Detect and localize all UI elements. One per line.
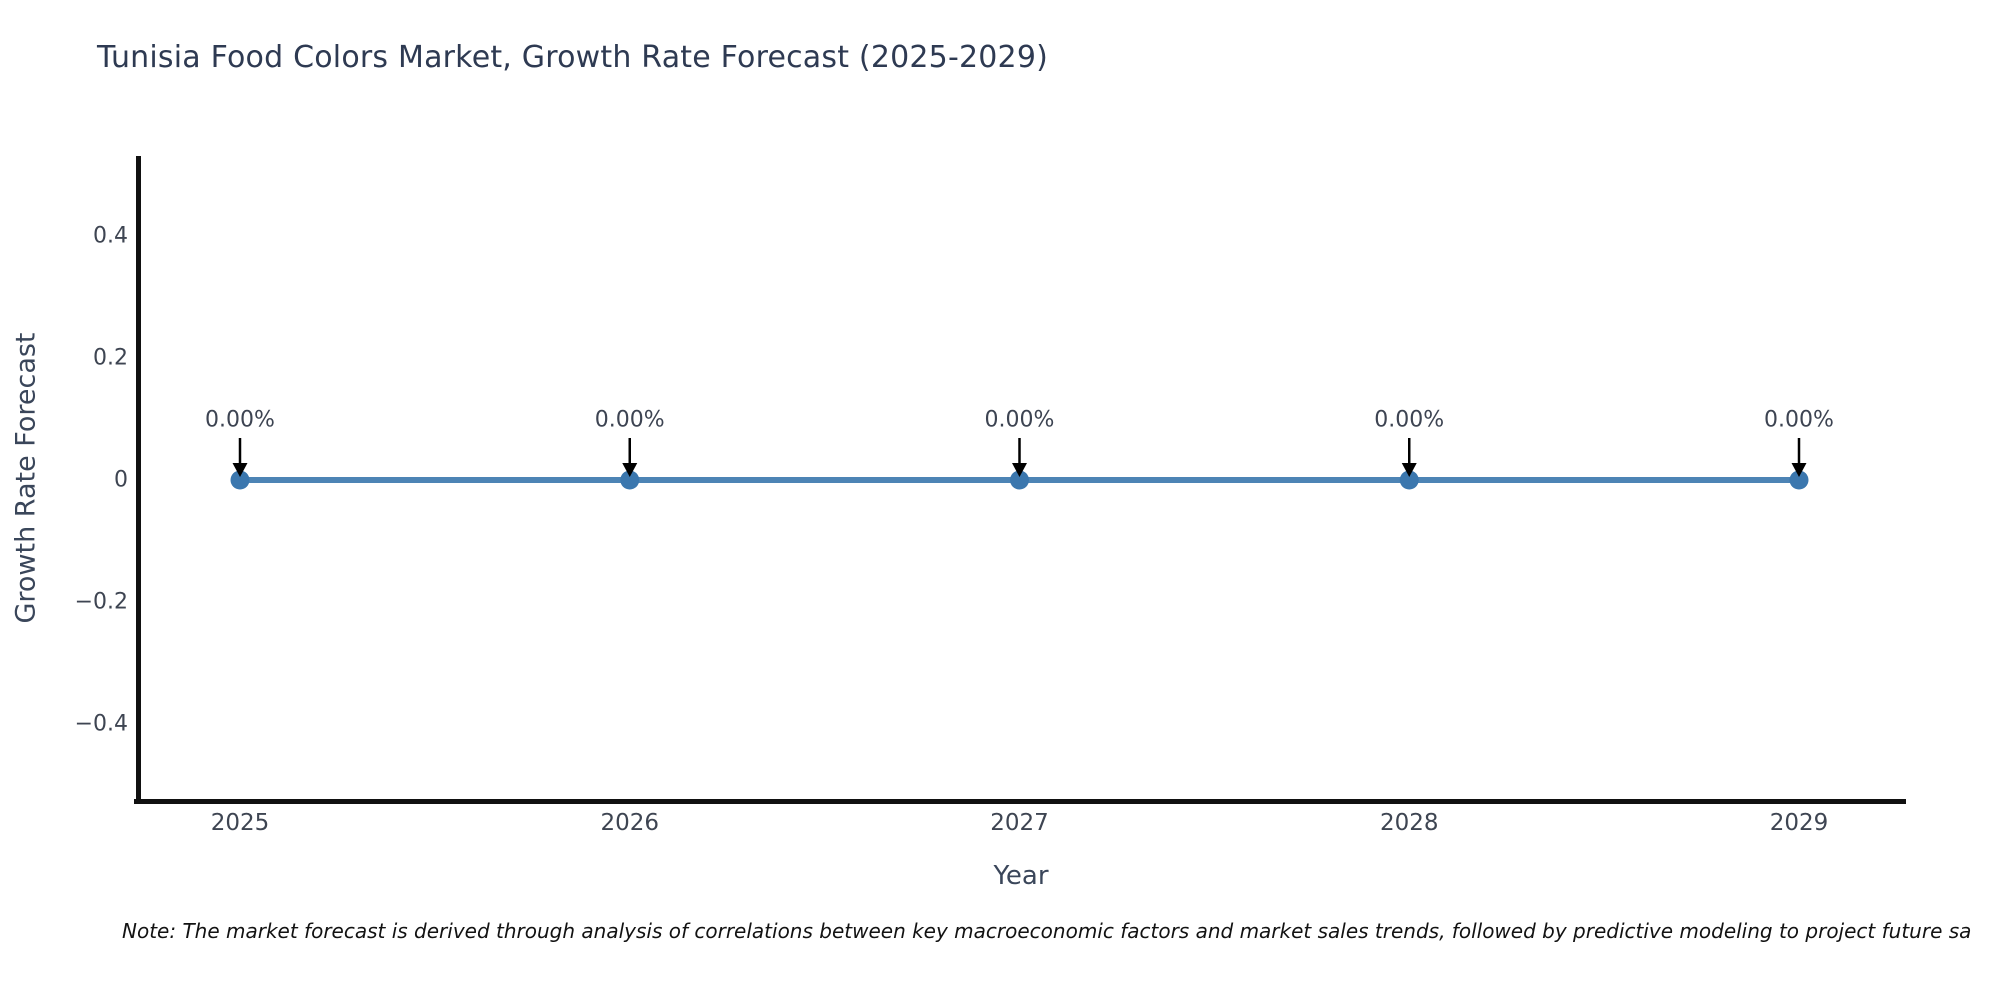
annotation-arrow-head (1791, 463, 1807, 477)
data-point-marker (1010, 470, 1029, 490)
point-label: 0.00% (984, 407, 1055, 433)
data-point-marker (230, 470, 250, 490)
chart-title: Tunisia Food Colors Market, Growth Rate … (97, 40, 1049, 75)
data-point-marker (1399, 470, 1419, 490)
annotation-arrow-head (1401, 463, 1417, 477)
data-point-marker (1789, 470, 1809, 490)
point-label: 0.00% (1764, 407, 1834, 433)
point-label: 0.00% (205, 407, 275, 433)
y-tick-label: −0.4 (74, 711, 128, 737)
annotation-arrow-head (1012, 463, 1027, 477)
x-tick-label: 2027 (990, 810, 1049, 836)
data-point-marker (620, 470, 640, 490)
footnote: Note: The market forecast is derived thr… (122, 919, 1972, 943)
x-tick-label: 2026 (600, 810, 660, 836)
y-tick-label: 0.2 (93, 345, 128, 371)
point-label: 0.00% (1374, 407, 1445, 433)
x-axis-line (134, 799, 1906, 804)
x-axis-title: Year (993, 861, 1049, 891)
y-axis-line (136, 156, 141, 804)
x-tick-label: 2025 (210, 810, 270, 836)
annotation-arrow-head (232, 463, 248, 477)
annotation-arrow-head (622, 463, 638, 477)
y-tick-label: 0 (114, 467, 128, 493)
y-tick-label: −0.2 (74, 589, 128, 615)
point-label: 0.00% (594, 407, 665, 433)
x-tick-label: 2028 (1379, 810, 1439, 836)
x-tick-label: 2029 (1769, 810, 1829, 836)
y-tick-label: 0.4 (93, 223, 128, 249)
